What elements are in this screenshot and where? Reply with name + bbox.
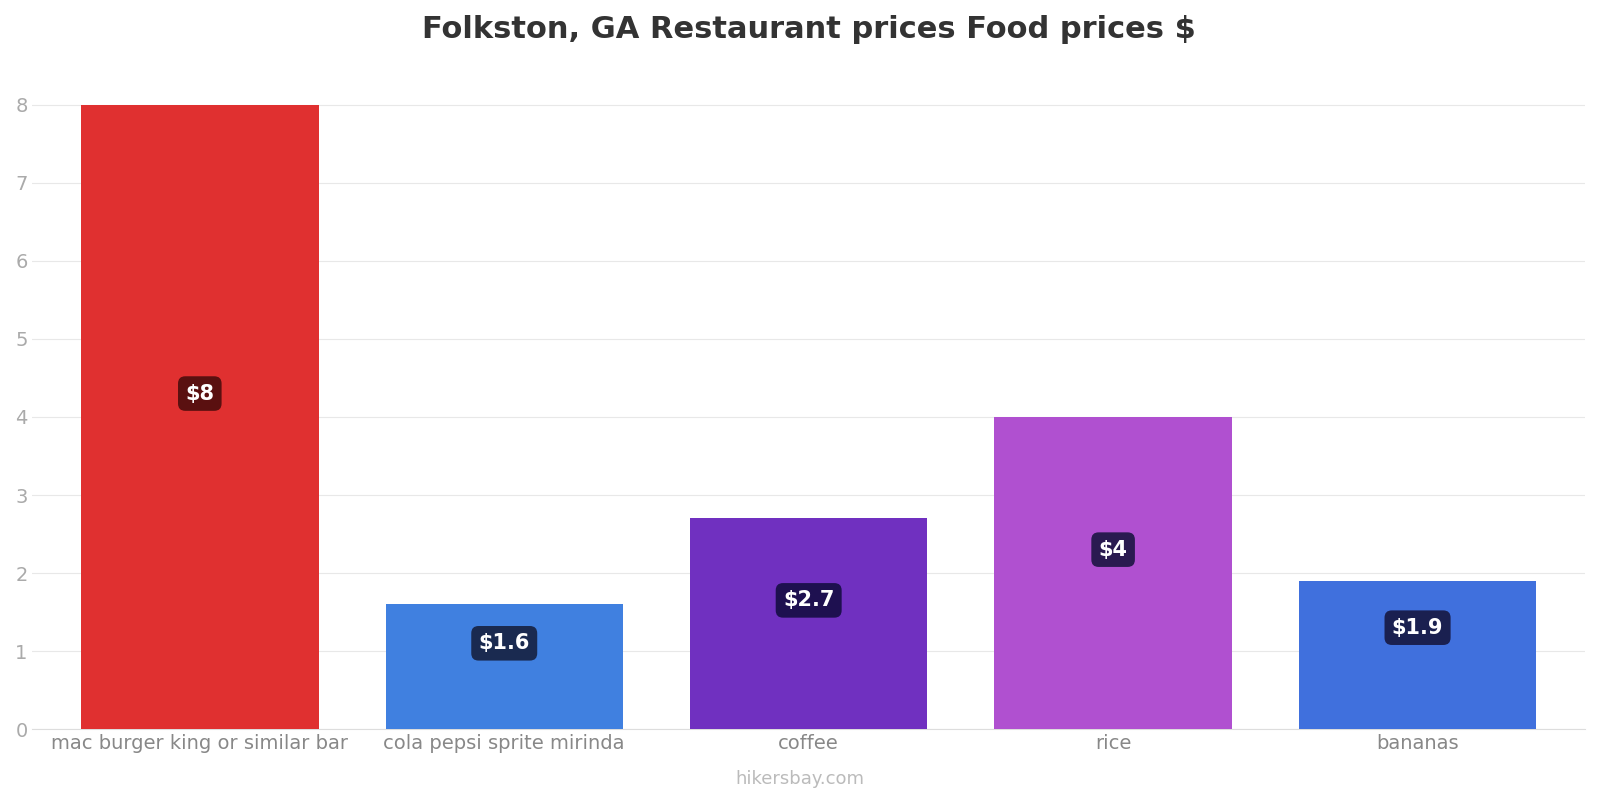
Bar [1299, 581, 1536, 729]
Text: $1.9: $1.9 [1392, 618, 1443, 638]
Bar [82, 105, 318, 729]
Text: $2.7: $2.7 [782, 590, 834, 610]
Text: $1.6: $1.6 [478, 634, 530, 654]
Text: $4: $4 [1099, 540, 1128, 560]
Text: hikersbay.com: hikersbay.com [736, 770, 864, 788]
Text: $8: $8 [186, 383, 214, 403]
Title: Folkston, GA Restaurant prices Food prices $: Folkston, GA Restaurant prices Food pric… [422, 15, 1195, 44]
Bar [994, 417, 1232, 729]
Bar [386, 604, 622, 729]
Bar [690, 518, 928, 729]
